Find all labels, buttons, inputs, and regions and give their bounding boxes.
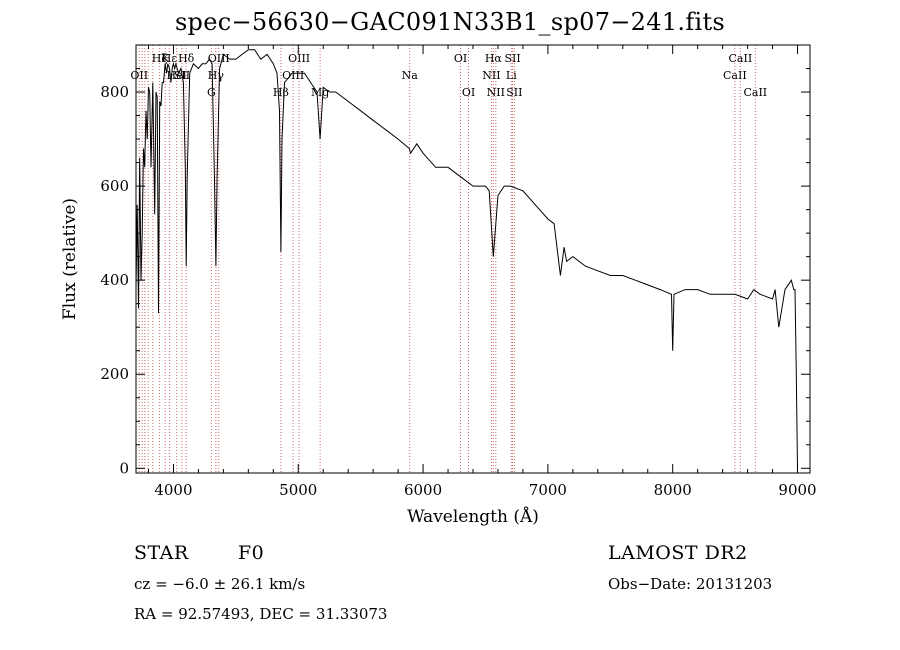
y-tick-label: 200: [100, 365, 129, 383]
observation-date: Obs−Date: 20131203: [608, 575, 773, 593]
line-label: Hβ: [273, 86, 289, 99]
y-tick-label: 400: [100, 271, 129, 289]
line-label: OI: [462, 86, 475, 99]
object-class: STAR: [134, 542, 189, 564]
spectrum-line: [135, 49, 798, 469]
x-tick-label: 7000: [529, 481, 567, 499]
line-label: SII: [174, 69, 190, 82]
line-label: Na: [402, 69, 419, 82]
line-markers: [138, 45, 756, 473]
line-label: OII: [130, 69, 148, 82]
line-label: OIII: [282, 69, 304, 82]
y-axis-label: Flux (relative): [60, 198, 80, 320]
line-label: Mg: [311, 86, 329, 99]
line-label: OI: [454, 52, 467, 65]
x-tick-label: 9000: [778, 481, 816, 499]
line-label: K: [161, 52, 170, 65]
line-label: OIII: [208, 52, 230, 65]
line-label: OIII: [288, 52, 310, 65]
line-label: NII: [487, 86, 505, 99]
line-label: CaII: [723, 69, 747, 82]
redshift-cz: cz = −6.0 ± 26.1 km/s: [134, 575, 306, 593]
line-label: Hε: [162, 52, 178, 65]
line-label: G: [207, 86, 216, 99]
x-tick-label: 8000: [654, 481, 692, 499]
line-label: Hα: [485, 52, 503, 65]
x-axis-label: Wavelength (Å): [407, 506, 539, 527]
line-labels: OIIHζKHεHeISIIHδGHγOIIIHβOIIIOIIIMgNaOIO…: [130, 52, 767, 99]
line-label: SII: [506, 86, 522, 99]
y-tick-label: 0: [119, 459, 129, 477]
line-label: NII: [482, 69, 500, 82]
axis-ticks: 4000 5000 6000 7000 8000 9000 0 200 400 600 800: [100, 45, 817, 499]
line-label: Hζ: [152, 52, 168, 65]
x-tick-label: 5000: [279, 481, 317, 499]
object-subclass: F0: [238, 542, 265, 564]
x-tick-label: 6000: [404, 481, 442, 499]
survey-name: LAMOST DR2: [608, 542, 748, 564]
line-label: Hδ: [178, 52, 195, 65]
plot-frame: [135, 44, 811, 474]
line-label: HeI: [166, 69, 186, 82]
y-tick-label: 600: [100, 177, 129, 195]
chart-title: spec−56630−GAC091N33B1_sp07−241.fits: [174, 8, 726, 36]
line-label: CaII: [743, 86, 767, 99]
x-tick-label: 4000: [154, 481, 192, 499]
line-label: Li: [506, 69, 517, 82]
y-tick-label: 800: [100, 83, 129, 101]
line-label: SII: [504, 52, 520, 65]
line-label: CaII: [729, 52, 753, 65]
coordinates: RA = 92.57493, DEC = 31.33073: [134, 605, 388, 623]
line-label: Hγ: [208, 69, 225, 82]
